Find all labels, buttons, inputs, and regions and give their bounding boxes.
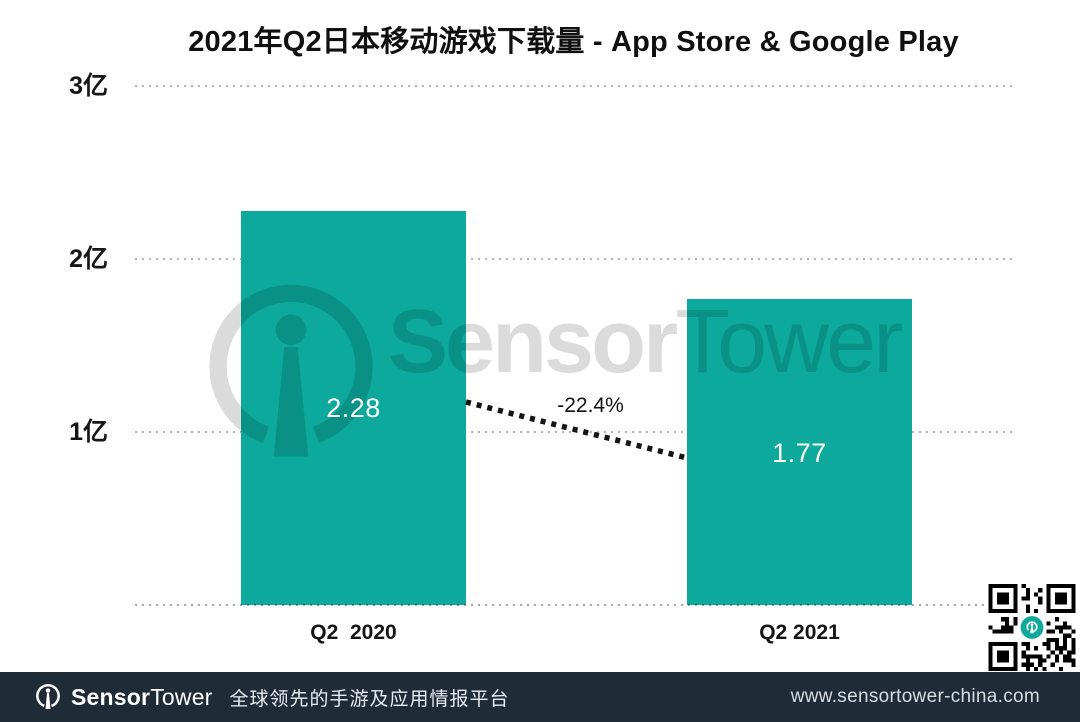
- y-tick-1yi: 1亿: [69, 418, 108, 446]
- footer-bar: SensorTower 全球领先的手游及应用情报平台 www.sensortow…: [0, 672, 1080, 722]
- chart-title: 2021年Q2日本移动游戏下载量 - App Store & Google Pl…: [188, 26, 959, 58]
- footer-url: www.sensortower-china.com: [790, 686, 1040, 707]
- footer-sensor: Sensor: [71, 683, 151, 710]
- percent-change-label: -22.4%: [557, 394, 624, 417]
- x-axis-baseline: [135, 604, 1012, 606]
- x-label-q2-2021: Q2 2021: [759, 621, 840, 644]
- gridline-2yi: [135, 258, 1012, 260]
- y-tick-3yi: 3亿: [69, 72, 108, 100]
- y-tick-2yi: 2亿: [69, 245, 108, 273]
- qr-code: [988, 584, 1076, 671]
- footer-tagline: 全球领先的手游及应用情报平台: [229, 688, 510, 710]
- footer-tower: Tower: [150, 683, 213, 710]
- bar-value-q2-2021: 1.77: [772, 438, 827, 468]
- bar-q2-2021: [687, 299, 912, 605]
- x-label-q2-2020: Q2 2020: [310, 621, 397, 644]
- gridline-3yi: [135, 85, 1012, 87]
- footer-wordmark: SensorTower: [71, 684, 213, 711]
- bar-value-q2-2020: 2.28: [326, 393, 381, 423]
- sensortower-logo-icon: [34, 683, 62, 711]
